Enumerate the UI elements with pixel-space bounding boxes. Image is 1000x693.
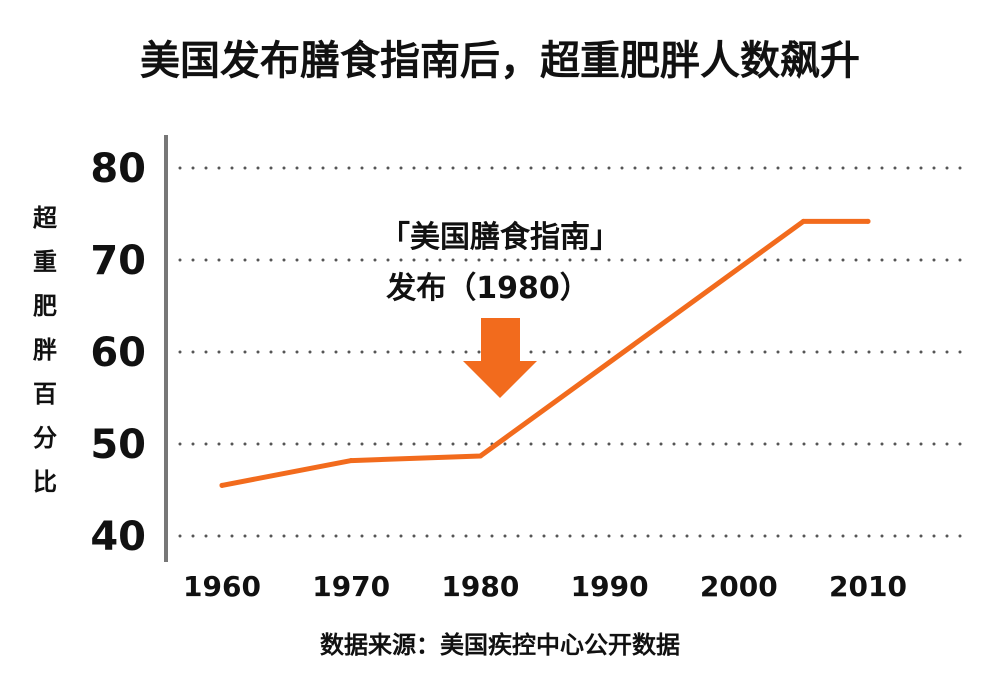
series	[219, 218, 871, 488]
y-tick-label: 70	[90, 238, 146, 284]
x-tick-label: 1960	[183, 570, 261, 603]
data-point	[865, 218, 871, 224]
data-point	[800, 218, 806, 224]
annotation-line-1: 「美国膳食指南」	[380, 220, 620, 255]
gridlines	[178, 166, 964, 538]
x-tick-labels: 1960 1970 1980 1990 2000 2010	[183, 570, 907, 603]
source-note: 数据来源：美国疾控中心公开数据	[320, 631, 680, 659]
x-tick-label: 2010	[829, 570, 907, 603]
down-arrow-icon	[463, 318, 537, 398]
data-point	[219, 482, 225, 488]
annotation-line-2: 发布（1980）	[385, 271, 590, 306]
x-tick-label: 1990	[571, 570, 649, 603]
y-axis-label-char: 重	[33, 248, 57, 276]
chart-title: 美国发布膳食指南后，超重肥胖人数飙升	[140, 38, 860, 84]
y-axis-label-char: 超	[33, 204, 58, 232]
y-axis-label-char: 胖	[33, 336, 57, 364]
y-axis-label-char: 比	[33, 468, 57, 496]
x-tick-label: 2000	[700, 570, 778, 603]
y-axis-label-char: 肥	[33, 292, 57, 320]
y-tick-label: 50	[90, 422, 146, 468]
data-point	[477, 453, 483, 459]
y-axis-label-char: 分	[33, 424, 57, 452]
y-tick-label: 40	[90, 514, 146, 560]
y-tick-labels: 80 70 60 50 40	[90, 146, 146, 560]
y-axis-label-char: 百	[33, 380, 57, 408]
x-tick-label: 1980	[441, 570, 519, 603]
y-tick-label: 60	[90, 330, 146, 376]
y-tick-label: 80	[90, 146, 146, 192]
data-point	[348, 458, 354, 464]
x-tick-label: 1970	[312, 570, 390, 603]
